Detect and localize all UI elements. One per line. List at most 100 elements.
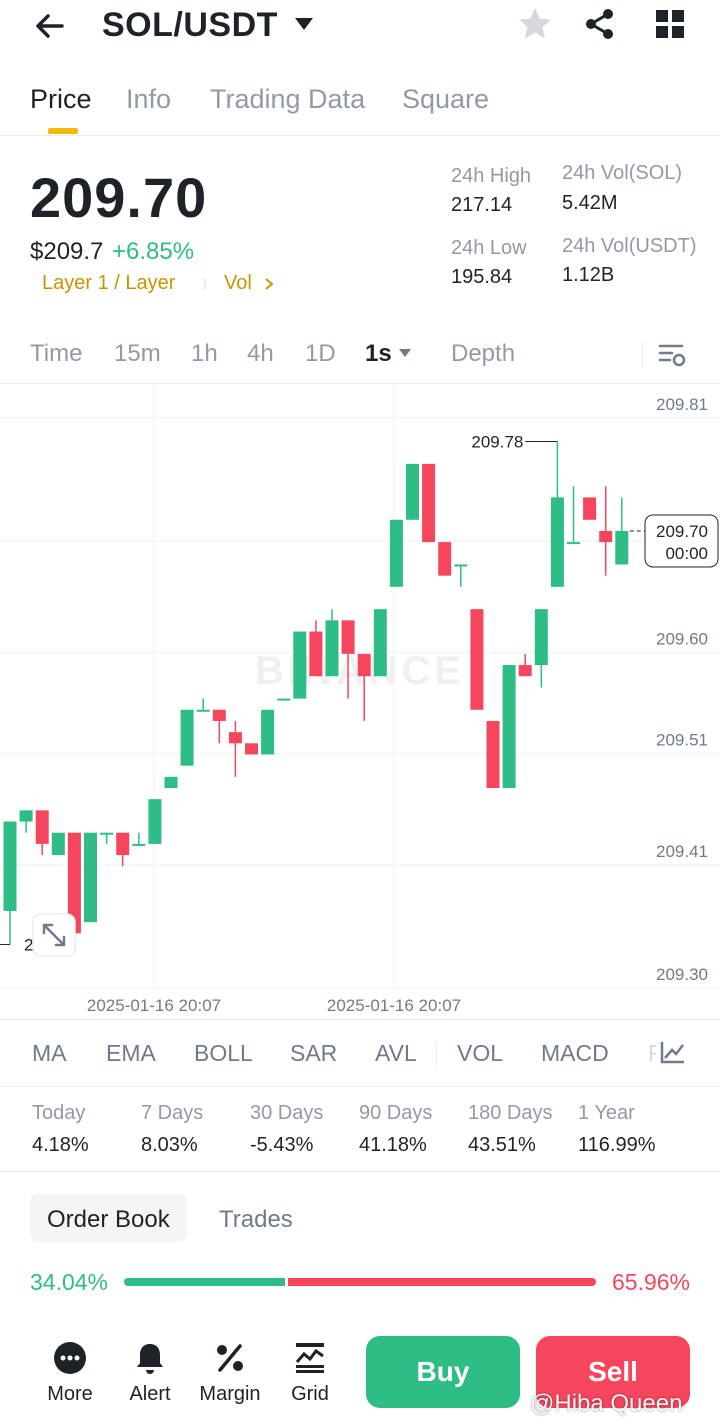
candle-body xyxy=(212,709,226,721)
vol-sol-label: 24h Vol(SOL) xyxy=(562,162,683,184)
candlestick-chart[interactable]: BINANCE 209.81209.70209.60209.51209.4120… xyxy=(0,384,720,1020)
current-price-label: 209.70 xyxy=(656,522,708,541)
sell-button[interactable]: Sell xyxy=(536,1336,690,1408)
interval-time[interactable]: Time xyxy=(30,340,83,367)
y-tick-label: 209.30 xyxy=(656,965,708,984)
back-arrow-icon[interactable] xyxy=(30,6,70,46)
indicator-ma[interactable]: MA xyxy=(32,1040,67,1066)
perf-value-90d: 41.18% xyxy=(359,1134,427,1156)
margin-button[interactable]: Margin xyxy=(199,1383,261,1405)
candle-body xyxy=(389,519,403,587)
y-tick-label: 209.81 xyxy=(656,395,708,414)
interval-1s[interactable]: 1s xyxy=(365,340,392,367)
chart-settings-icon[interactable] xyxy=(656,340,688,370)
tab-trades[interactable]: Trades xyxy=(219,1206,293,1233)
chevron-right-icon[interactable] xyxy=(262,276,276,292)
grid-bot-icon[interactable] xyxy=(292,1340,328,1376)
tab-price[interactable]: Price xyxy=(30,84,92,114)
chart-bottom-divider xyxy=(0,1019,720,1020)
interval-separator xyxy=(642,342,643,368)
candle-body xyxy=(325,620,339,677)
candle-body xyxy=(615,530,629,565)
indicator-vol[interactable]: VOL xyxy=(457,1040,504,1066)
price-chart[interactable]: BINANCE 209.81209.70209.60209.51209.4120… xyxy=(0,384,720,1020)
x-tick-label: 2025-01-16 20:07 xyxy=(87,996,221,1015)
perf-value-1y: 116.99% xyxy=(578,1134,656,1156)
candle-body xyxy=(438,542,452,576)
interval-4h[interactable]: 4h xyxy=(247,340,274,367)
y-tick-label: 209.41 xyxy=(656,842,708,861)
current-price-box xyxy=(644,514,719,568)
indicator-boll[interactable]: BOLL xyxy=(194,1040,253,1066)
caret-down-icon[interactable] xyxy=(292,14,316,34)
candle-body xyxy=(35,810,49,844)
more-icon[interactable] xyxy=(52,1340,88,1376)
candle-body xyxy=(518,665,532,677)
perf-value-30d: -5.43% xyxy=(250,1134,314,1156)
countdown-label: 00:00 xyxy=(665,544,708,563)
vol-tag[interactable]: Vol xyxy=(224,272,252,294)
more-button[interactable]: More xyxy=(47,1383,93,1405)
vol-usdt-label: 24h Vol(USDT) xyxy=(562,235,697,257)
buy-button[interactable]: Buy xyxy=(366,1336,520,1408)
indicator-sar[interactable]: SAR xyxy=(290,1040,338,1066)
x-tick-label: 2025-01-16 20:07 xyxy=(327,996,461,1015)
tab-info[interactable]: Info xyxy=(126,84,172,114)
interval-depth[interactable]: Depth xyxy=(451,340,516,367)
tab-order-book[interactable]: Order Book xyxy=(47,1206,170,1233)
alert-button[interactable]: Alert xyxy=(129,1383,171,1405)
pair-title[interactable]: SOL/USDT xyxy=(102,6,278,44)
grid-icon[interactable] xyxy=(650,4,690,44)
interval-1d[interactable]: 1D xyxy=(305,340,336,367)
ask-ratio-bar xyxy=(288,1278,596,1286)
perf-label-1y: 1 Year xyxy=(578,1102,635,1124)
margin-icon[interactable] xyxy=(212,1340,248,1376)
candle-body xyxy=(84,832,97,923)
candle-body xyxy=(116,832,130,856)
tab-trading-data[interactable]: Trading Data xyxy=(210,84,366,114)
user-watermark: @Hiba Queen xyxy=(530,1390,683,1417)
candle-body xyxy=(454,564,468,567)
perf-label-7d: 7 Days xyxy=(141,1102,204,1124)
candle-body xyxy=(132,843,146,846)
candle-body xyxy=(470,609,484,710)
candle-body xyxy=(502,665,516,788)
usd-price: $209.7 xyxy=(30,238,104,265)
indicator-macd[interactable]: MACD xyxy=(541,1040,609,1066)
share-icon[interactable] xyxy=(580,4,620,44)
candle-body xyxy=(19,810,33,822)
perf-value-today: 4.18% xyxy=(32,1134,89,1156)
perf-label-today: Today xyxy=(32,1102,86,1124)
tag-separator xyxy=(204,278,206,290)
candle-body xyxy=(406,463,419,520)
grid-button[interactable]: Grid xyxy=(291,1383,329,1405)
bid-ratio-bar xyxy=(124,1278,285,1286)
candle-body xyxy=(293,631,307,699)
candle-body xyxy=(164,776,178,788)
top-bar: SOL/USDT xyxy=(0,0,720,60)
candle-body xyxy=(261,709,275,755)
interval-caret-icon[interactable] xyxy=(397,347,413,359)
interval-15m[interactable]: 15m xyxy=(114,340,161,367)
candle-body xyxy=(67,832,81,934)
candle-body xyxy=(100,832,114,835)
perf-value-7d: 8.03% xyxy=(141,1134,198,1156)
expand-chart-button[interactable] xyxy=(32,913,76,957)
bell-icon[interactable] xyxy=(132,1340,168,1376)
candle-body xyxy=(341,620,355,654)
indicator-avl[interactable]: AVL xyxy=(375,1040,417,1066)
indicator-settings-icon[interactable] xyxy=(656,1038,690,1068)
candle-body xyxy=(196,709,210,712)
category-tag[interactable]: Layer 1 / Layer xyxy=(42,272,176,294)
candle-body xyxy=(599,530,613,543)
perf-label-30d: 30 Days xyxy=(250,1102,324,1124)
ask-ratio: 65.96% xyxy=(611,1269,690,1295)
last-price: 209.70 xyxy=(30,166,208,229)
star-icon[interactable] xyxy=(515,4,555,44)
tab-order-book-bg[interactable] xyxy=(30,1194,187,1242)
candle-body xyxy=(486,720,500,788)
tab-square[interactable]: Square xyxy=(402,84,490,114)
expand-icon xyxy=(42,923,66,947)
indicator-ema[interactable]: EMA xyxy=(106,1040,156,1066)
interval-1h[interactable]: 1h xyxy=(191,340,218,367)
